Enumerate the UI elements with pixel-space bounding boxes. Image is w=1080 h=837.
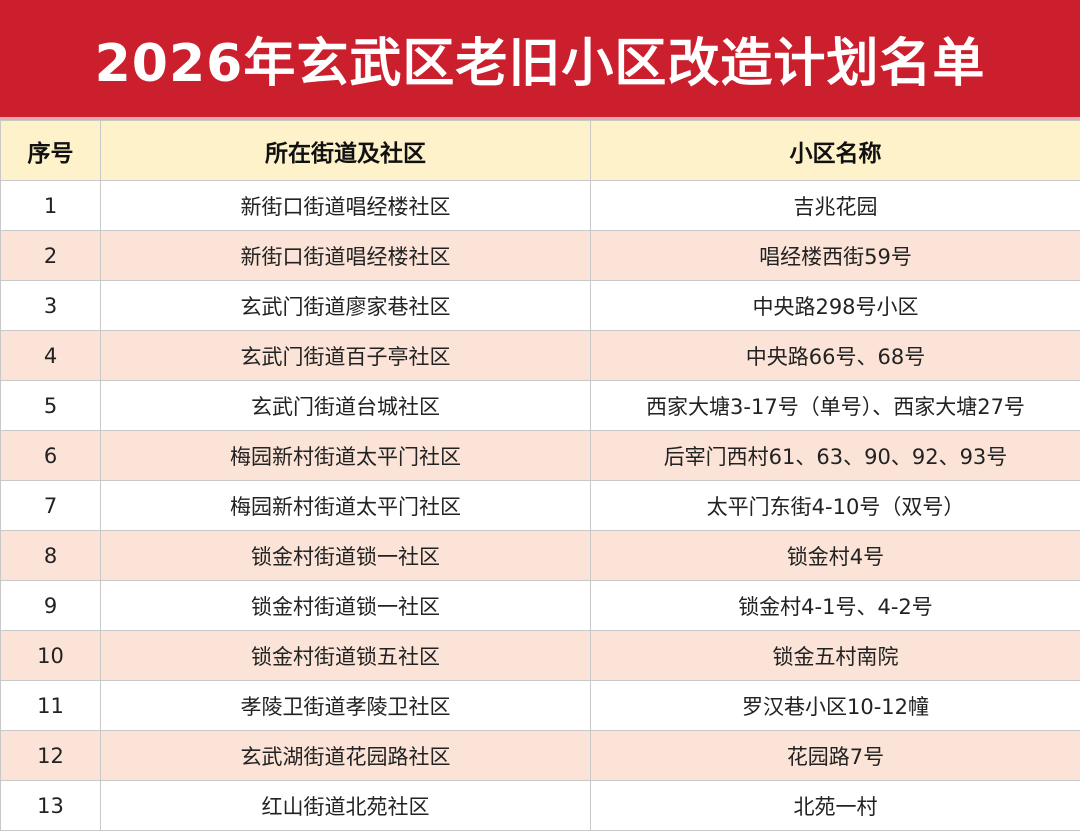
title-bar: 2026年玄武区老旧小区改造计划名单 [0,0,1080,120]
cell-name: 中央路66号、68号 [590,330,1080,381]
cell-name: 后宰门西村61、63、90、92、93号 [590,430,1080,481]
cell-index: 11 [0,680,101,731]
cell-index: 12 [0,730,101,781]
table-row: 5 玄武门街道台城社区 西家大塘3-17号（单号）、西家大塘27号 [0,380,1080,431]
cell-name: 锁金村4号 [590,530,1080,581]
header-index: 序号 [0,120,101,181]
table-row: 6 梅园新村街道太平门社区 后宰门西村61、63、90、92、93号 [0,430,1080,481]
table-row: 10 锁金村街道锁五社区 锁金五村南院 [0,630,1080,681]
cell-index: 3 [0,280,101,331]
table-row: 2 新街口街道唱经楼社区 唱经楼西街59号 [0,230,1080,281]
table-row: 11 孝陵卫街道孝陵卫社区 罗汉巷小区10-12幢 [0,680,1080,731]
table-row: 12 玄武湖街道花园路社区 花园路7号 [0,730,1080,781]
cell-name: 锁金五村南院 [590,630,1080,681]
cell-name: 花园路7号 [590,730,1080,781]
table-row: 13 红山街道北苑社区 北苑一村 [0,780,1080,831]
cell-name: 吉兆花园 [590,180,1080,231]
cell-community: 玄武门街道廖家巷社区 [100,280,591,331]
cell-community: 玄武门街道台城社区 [100,380,591,431]
table-row: 9 锁金村街道锁一社区 锁金村4-1号、4-2号 [0,580,1080,631]
cell-index: 7 [0,480,101,531]
header-community: 所在街道及社区 [100,120,591,181]
cell-index: 13 [0,780,101,831]
cell-name: 锁金村4-1号、4-2号 [590,580,1080,631]
cell-index: 2 [0,230,101,281]
table-row: 7 梅园新村街道太平门社区 太平门东街4-10号（双号） [0,480,1080,531]
cell-community: 新街口街道唱经楼社区 [100,230,591,281]
cell-index: 4 [0,330,101,381]
cell-community: 玄武门街道百子亭社区 [100,330,591,381]
cell-community: 锁金村街道锁一社区 [100,530,591,581]
cell-index: 9 [0,580,101,631]
cell-index: 1 [0,180,101,231]
cell-index: 6 [0,430,101,481]
header-name: 小区名称 [590,120,1080,181]
cell-name: 罗汉巷小区10-12幢 [590,680,1080,731]
cell-name: 太平门东街4-10号（双号） [590,480,1080,531]
table-row: 1 新街口街道唱经楼社区 吉兆花园 [0,180,1080,231]
cell-community: 梅园新村街道太平门社区 [100,480,591,531]
cell-name: 唱经楼西街59号 [590,230,1080,281]
cell-name: 西家大塘3-17号（单号）、西家大塘27号 [590,380,1080,431]
cell-community: 新街口街道唱经楼社区 [100,180,591,231]
cell-index: 5 [0,380,101,431]
cell-community: 孝陵卫街道孝陵卫社区 [100,680,591,731]
cell-community: 锁金村街道锁五社区 [100,630,591,681]
cell-community: 玄武湖街道花园路社区 [100,730,591,781]
table-row: 3 玄武门街道廖家巷社区 中央路298号小区 [0,280,1080,331]
page-title: 2026年玄武区老旧小区改造计划名单 [94,34,986,94]
table-header-row: 序号 所在街道及社区 小区名称 [0,120,1080,181]
table-row: 4 玄武门街道百子亭社区 中央路66号、68号 [0,330,1080,381]
cell-index: 8 [0,530,101,581]
cell-index: 10 [0,630,101,681]
table-row: 8 锁金村街道锁一社区 锁金村4号 [0,530,1080,581]
cell-community: 锁金村街道锁一社区 [100,580,591,631]
cell-community: 红山街道北苑社区 [100,780,591,831]
cell-community: 梅园新村街道太平门社区 [100,430,591,481]
plan-table: 序号 所在街道及社区 小区名称 1 新街口街道唱经楼社区 吉兆花园 2 新街口街道唱经楼… [0,120,1080,831]
cell-name: 北苑一村 [590,780,1080,831]
cell-name: 中央路298号小区 [590,280,1080,331]
